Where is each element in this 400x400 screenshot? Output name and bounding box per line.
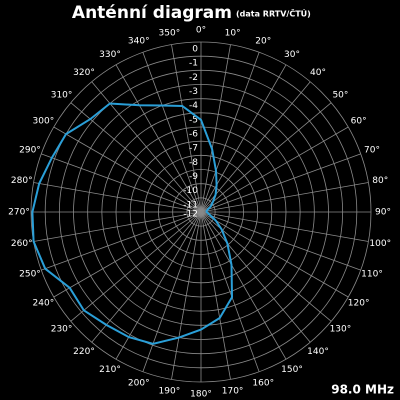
grid-spoke (200, 211, 287, 360)
angle-label: 300° (33, 117, 55, 127)
grid-spoke (200, 52, 260, 213)
grid-spoke (200, 44, 231, 213)
angle-label: 260° (11, 239, 33, 249)
angle-label: 40° (310, 68, 326, 78)
angle-label: 280° (11, 176, 33, 186)
grid-spoke (115, 64, 202, 213)
angle-label: 110° (361, 270, 383, 280)
angle-label: 180° (190, 390, 212, 400)
grid-spoke (200, 81, 311, 213)
r-tick-label: -8 (189, 158, 198, 168)
angle-label: 340° (128, 36, 150, 46)
r-tick-label: -2 (189, 73, 198, 83)
grid-spoke (200, 211, 260, 372)
angle-label: 240° (33, 299, 55, 309)
angle-label: 350° (159, 28, 181, 38)
grid-spoke (200, 102, 332, 213)
grid-spoke (200, 64, 287, 213)
angle-label: 0° (196, 26, 206, 36)
grid-spoke (70, 102, 202, 213)
grid-spoke (70, 211, 202, 322)
r-tick-label: -7 (189, 144, 198, 154)
angle-label: 60° (351, 117, 367, 127)
angle-label: 150° (281, 365, 303, 375)
r-tick-label: -4 (189, 101, 198, 111)
grid-spoke (142, 52, 202, 213)
r-tick-label: 0 (192, 45, 198, 55)
r-tick-label: -5 (189, 115, 198, 125)
angle-label: 230° (51, 324, 73, 334)
angle-label: 140° (307, 347, 329, 357)
angle-label: 170° (222, 387, 244, 397)
chart-subtitle: (data RRTV/ČTÚ) (236, 8, 311, 19)
angle-label: 130° (330, 324, 352, 334)
angle-label: 160° (252, 379, 274, 389)
angle-label: 290° (19, 145, 41, 155)
angle-label: 190° (159, 387, 181, 397)
chart-title: Anténní diagram (72, 3, 232, 23)
angle-label: 270° (8, 208, 30, 218)
grid-spoke (91, 211, 202, 343)
angle-label: 330° (99, 50, 121, 60)
angle-label: 320° (73, 68, 95, 78)
grid-spoke (53, 211, 202, 298)
grid-spoke (200, 211, 369, 242)
angle-label: 220° (73, 347, 95, 357)
grid-spoke (142, 211, 202, 372)
grid-spoke (200, 211, 361, 271)
angle-label: 90° (375, 208, 391, 218)
r-tick-label: -3 (189, 87, 198, 97)
r-tick-label: -9 (189, 172, 198, 182)
grid-spoke (200, 153, 361, 213)
frequency-label: 98.0 MHz (331, 383, 394, 397)
grid-spoke (200, 126, 349, 213)
angle-label: 30° (284, 50, 300, 60)
angle-label: 310° (51, 91, 73, 101)
angle-label: 100° (369, 239, 391, 249)
grid-spoke (53, 126, 202, 213)
angle-label: 210° (99, 365, 121, 375)
angle-label: 20° (255, 36, 271, 46)
angle-label: 10° (225, 28, 241, 38)
grid-spoke (200, 211, 311, 343)
angle-label: 70° (364, 145, 380, 155)
r-tick-label: -12 (183, 210, 198, 220)
angle-label: 250° (19, 270, 41, 280)
angle-label: 120° (348, 299, 370, 309)
grid-spoke (200, 211, 231, 380)
grid-spoke (115, 211, 202, 360)
r-tick-label: -6 (189, 130, 198, 140)
grid-spoke (200, 211, 349, 298)
grid-spoke (33, 182, 202, 213)
grid-spoke (33, 211, 202, 242)
r-tick-label: -1 (189, 59, 198, 69)
grid-spoke (171, 211, 202, 380)
r-tick-label: -11 (183, 200, 198, 210)
r-tick-label: -10 (183, 186, 198, 196)
angle-label: 50° (332, 91, 348, 101)
angle-label: 80° (372, 176, 388, 186)
grid-spoke (41, 153, 202, 213)
grid-spoke (171, 44, 202, 213)
angle-label: 200° (128, 379, 150, 389)
grid-spoke (41, 211, 202, 271)
pattern-line (31, 102, 234, 345)
grid-spoke (200, 182, 369, 213)
